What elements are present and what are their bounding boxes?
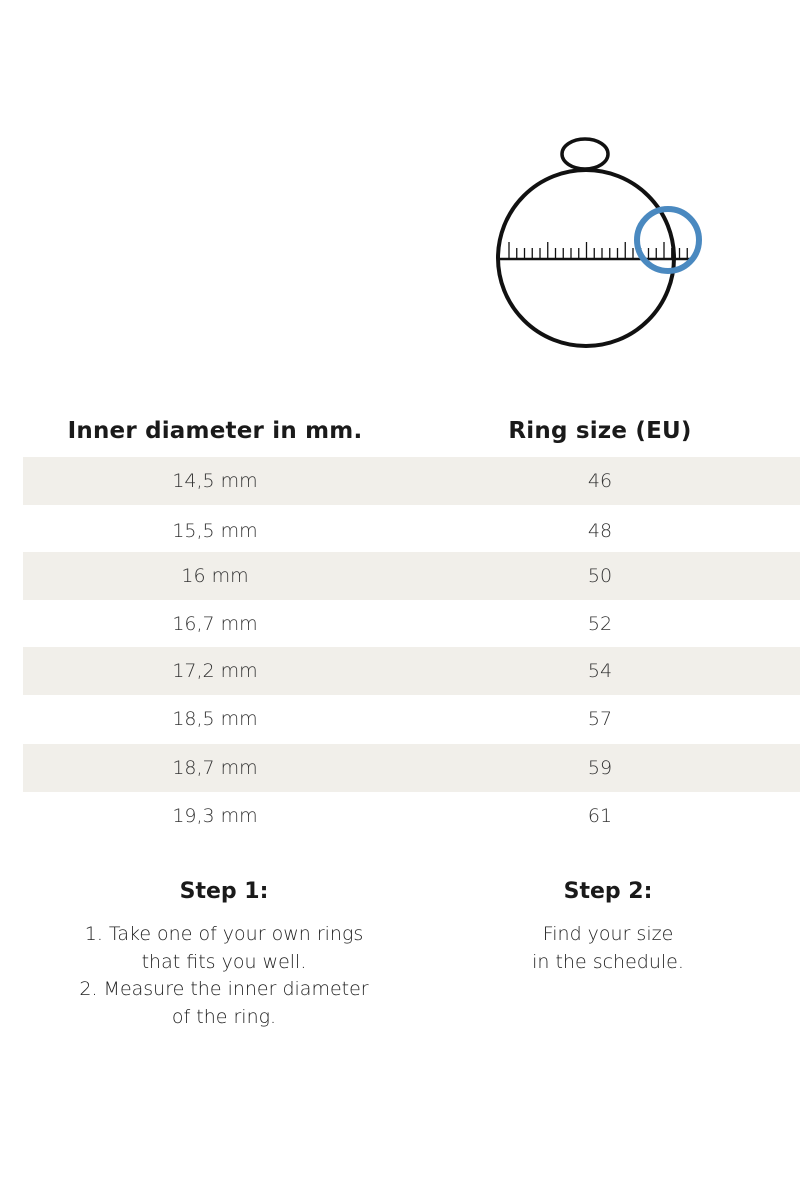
ring-size-cell: 59 [587, 757, 613, 779]
step-1: Step 1: 1. Take one of your own rings th… [24, 877, 424, 1032]
step-1-line: 1. Take one of your own rings [84, 923, 364, 945]
table-row: 16 mm 50 [23, 552, 800, 600]
diameter-cell: 16 mm [181, 565, 249, 587]
column-header-diameter: Inner diameter in mm. [67, 418, 363, 444]
diameter-cell: 16,7 mm [172, 613, 258, 635]
table-row: 14,5 mm 46 [23, 457, 800, 505]
ring-size-cell: 50 [587, 565, 613, 587]
step-1-line: 2. Measure the inner diameter [79, 978, 369, 1001]
step-2-line: Find your size [542, 923, 674, 945]
diameter-cell: 17,2 mm [172, 660, 258, 682]
step-2-line: in the schedule. [532, 950, 684, 973]
ring-size-cell: 54 [587, 660, 613, 682]
ruler-ticks [508, 242, 688, 259]
column-header-ring-size: Ring size (EU) [508, 418, 692, 444]
diameter-cell: 14,5 mm [172, 470, 258, 492]
table-row: 15,5 mm 48 [23, 507, 800, 555]
table-row: 18,5 mm 57 [23, 695, 800, 743]
step-1-line: that fits you well. [141, 950, 307, 973]
step-1-title: Step 1: [179, 879, 269, 904]
step-2: Step 2: Find your size in the schedule. [408, 877, 800, 976]
diameter-cell: 18,5 mm [172, 708, 258, 730]
ring-size-cell: 46 [587, 470, 613, 492]
ring-outline [634, 206, 702, 274]
diameter-cell: 15,5 mm [172, 520, 258, 542]
step-2-title: Step 2: [563, 879, 653, 904]
table-row: 19,3 mm 61 [23, 792, 800, 840]
step-1-line: of the ring. [171, 1006, 277, 1029]
ring-size-cell: 48 [587, 520, 613, 542]
ring-size-cell: 52 [587, 613, 613, 635]
ring-size-cell: 61 [587, 805, 613, 827]
table-row: 18,7 mm 59 [23, 744, 800, 792]
pendant-loop [560, 137, 610, 171]
ring-size-cell: 57 [587, 708, 613, 730]
diameter-cell: 18,7 mm [172, 757, 258, 779]
ring-measure-icon [496, 137, 702, 348]
table-row: 17,2 mm 54 [23, 647, 800, 695]
table-row: 16,7 mm 52 [23, 600, 800, 648]
diameter-cell: 19,3 mm [172, 805, 258, 827]
